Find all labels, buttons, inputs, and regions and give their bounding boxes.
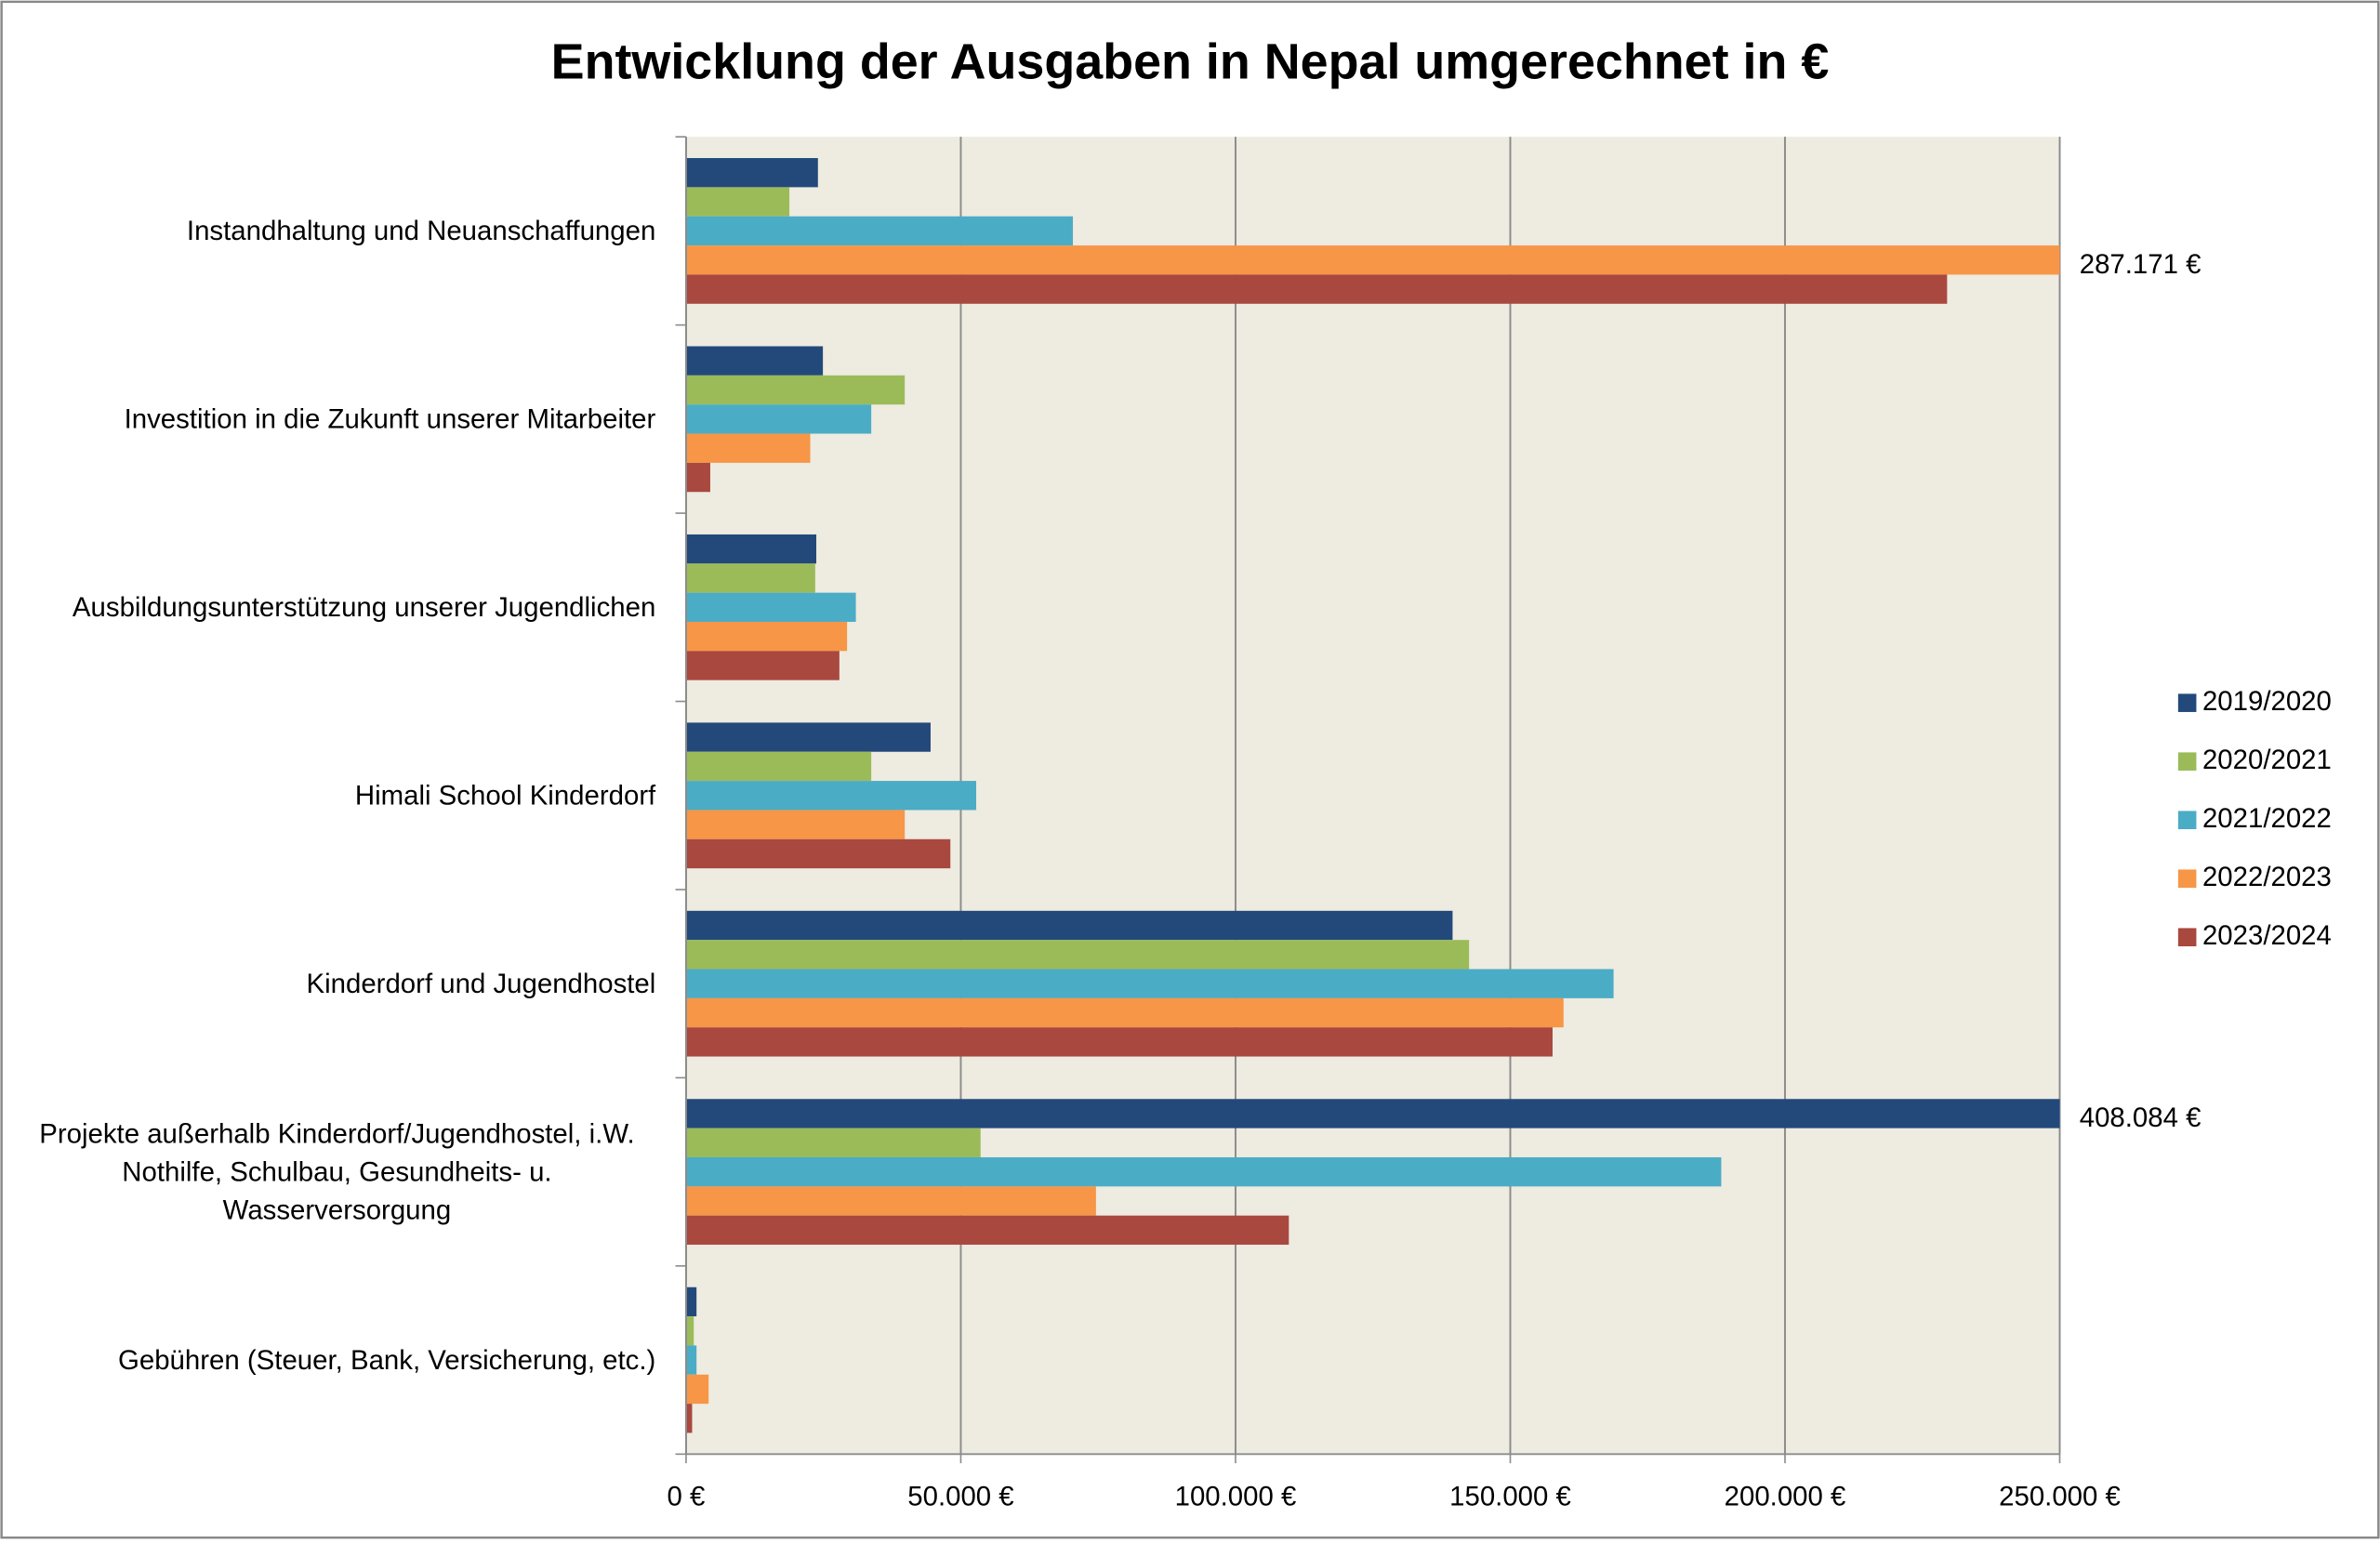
bar [685, 940, 1470, 970]
legend-swatch [2177, 811, 2197, 829]
x-tick-label: 50.000 € [907, 1481, 1013, 1511]
legend-swatch [2177, 752, 2197, 771]
y-tick-label: Investition in die Zukunft unserer Mitar… [124, 402, 656, 434]
bar [685, 462, 710, 493]
bar [685, 433, 811, 463]
y-tick-label: Instandhaltung und Neuanschaffungen [186, 215, 656, 245]
data-label: 408.084 € [2080, 1102, 2202, 1133]
y-tick-label-box: Investition in die Zukunft unserer Mitar… [19, 325, 656, 513]
bar [685, 216, 1074, 246]
y-tick-label-wrap: Projekte außerhalb Kinderdorf/Jugendhost… [19, 1077, 656, 1265]
legend-swatch [2177, 928, 2197, 947]
data-label: 287.171 € [2080, 249, 2202, 280]
y-tick-label-box: Kinderdorf und Jugendhostel [19, 890, 656, 1077]
y-tick-label: Kinderdorf und Jugendhostel [306, 968, 656, 998]
y-tick-label-box: Projekte außerhalb Kinderdorf/Jugendhost… [19, 1077, 656, 1265]
bar [685, 781, 977, 811]
bar [685, 1345, 697, 1375]
y-tick-label-box: Himali School Kinderdorf [19, 702, 656, 890]
bar [685, 969, 1614, 998]
legend-swatch [2177, 693, 2197, 712]
bar [685, 1287, 697, 1317]
bar [685, 621, 848, 652]
y-tick-label-box: Ausbildungsunterstützung unserer Jugendl… [19, 513, 656, 701]
bar [685, 1128, 981, 1157]
bar [685, 274, 1948, 304]
bar [685, 346, 824, 376]
bar [685, 1215, 1289, 1246]
bar [685, 1316, 694, 1346]
bar [685, 1374, 709, 1405]
y-tick-label-wrap: Kinderdorf und Jugendhostel [19, 890, 656, 1077]
bar [685, 810, 906, 839]
bar [685, 910, 1453, 941]
y-tick-label-wrap: Gebühren (Steuer, Bank, Versicherung, et… [19, 1266, 656, 1454]
bar [685, 1099, 2060, 1128]
x-tick-label: 0 € [668, 1481, 706, 1511]
bar [685, 651, 840, 680]
y-tick-label-wrap: Investition in die Zukunft unserer Mitar… [19, 325, 656, 513]
y-tick-label: Gebühren (Steuer, Bank, Versicherung, et… [118, 1343, 656, 1375]
y-tick-label-box: Instandhaltung und Neuanschaffungen [19, 137, 656, 324]
y-tick-label: Himali School Kinderdorf [354, 779, 656, 811]
bar [685, 563, 815, 593]
bar [685, 187, 790, 217]
y-tick-label-box: Gebühren (Steuer, Bank, Versicherung, et… [19, 1266, 656, 1454]
bar [685, 1027, 1553, 1057]
y-tick-label: Ausbildungsunterstützung unserer Jugendl… [72, 591, 656, 622]
bar [685, 404, 872, 434]
legend-label: 2021/2022 [2202, 803, 2332, 834]
x-tick-label: 150.000 € [1449, 1481, 1571, 1511]
bar [685, 751, 872, 782]
bar [685, 722, 931, 752]
y-tick-label-wrap: Himali School Kinderdorf [19, 702, 656, 890]
legend-label: 2023/2024 [2202, 920, 2332, 951]
bar [685, 158, 818, 188]
legend-label: 2019/2020 [2202, 686, 2332, 717]
y-tick-label-wrap: Instandhaltung und Neuanschaffungen [19, 137, 656, 324]
bar [685, 838, 951, 869]
bar [685, 375, 906, 405]
bar [685, 534, 817, 564]
x-tick-label: 100.000 € [1175, 1481, 1297, 1511]
bar [685, 1156, 1722, 1187]
x-tick-label: 200.000 € [1725, 1481, 1846, 1511]
chart-title: Entwicklung der Ausgaben in Nepal umgere… [551, 34, 1830, 90]
bar [685, 245, 2060, 275]
bar [685, 1404, 693, 1433]
legend-swatch [2177, 869, 2197, 889]
bar [685, 592, 856, 622]
y-tick-label: Projekte außerhalb Kinderdorf/Jugendhost… [39, 1117, 635, 1224]
legend-label: 2022/2023 [2202, 862, 2332, 892]
x-tick-label: 250.000 € [1999, 1481, 2121, 1511]
bar [685, 1186, 1096, 1216]
y-tick-label-wrap: Ausbildungsunterstützung unserer Jugendl… [19, 513, 656, 701]
bar [685, 997, 1564, 1028]
legend-label: 2020/2021 [2202, 745, 2332, 775]
